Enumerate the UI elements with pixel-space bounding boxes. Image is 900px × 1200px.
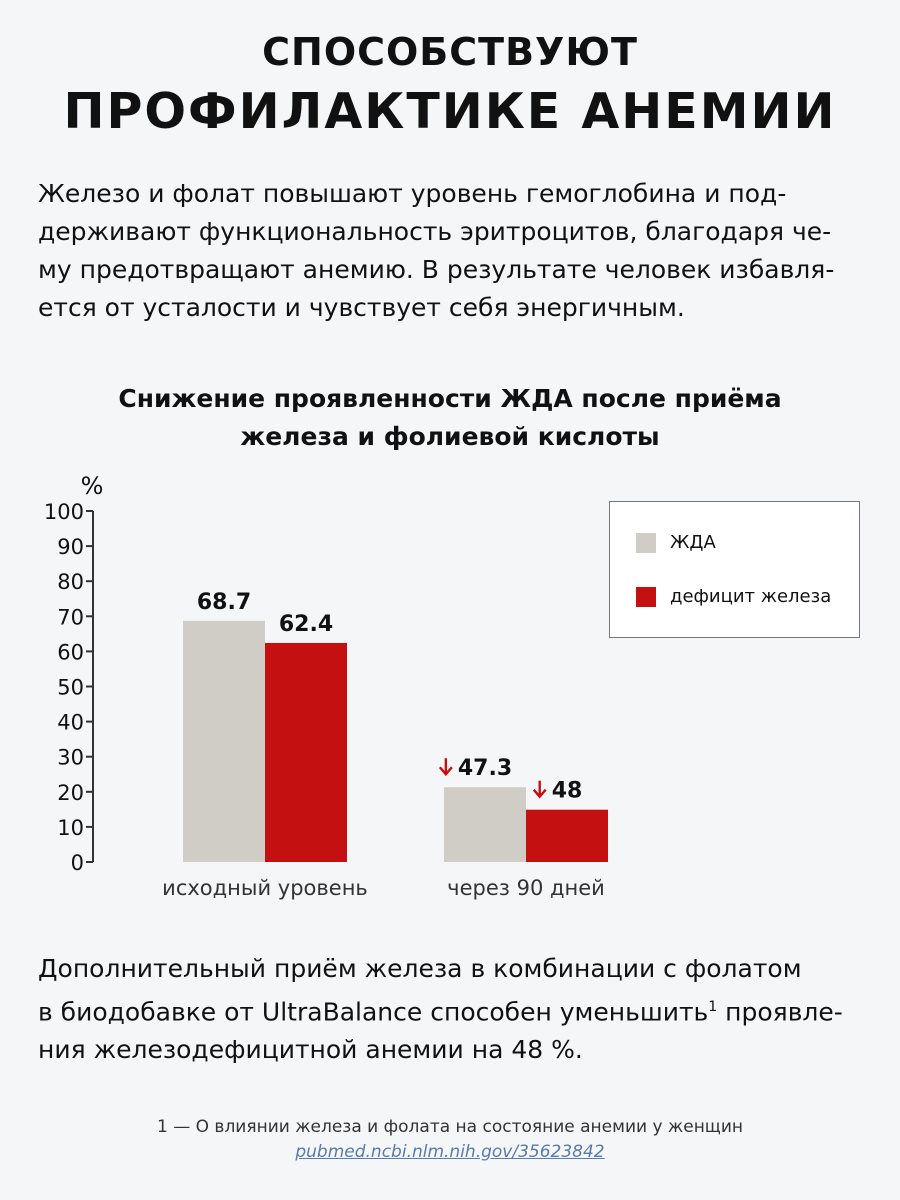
headline-line-1: СПОСОБСТВУЮТ — [262, 30, 638, 74]
outro-line: ния железодефицитной анемии на 48 %. — [38, 1035, 583, 1065]
intro-paragraph: Железо и фолат повышают уровень гемоглоб… — [38, 175, 868, 327]
bar-chart: % 0 10 20 30 40 50 60 70 80 90 100 68.7 62.4 исходный … — [44, 472, 608, 900]
legend-item-zhda: ЖДА — [636, 532, 716, 553]
bar — [526, 809, 608, 862]
y-tick-label: 100 — [44, 500, 84, 524]
bar-value-label: 62.4 — [279, 612, 333, 637]
y-tick-label: 10 — [57, 816, 84, 840]
x-category-label: через 90 дней — [447, 876, 605, 900]
footnote-ref: 1 — [708, 999, 718, 1015]
source-link[interactable]: pubmed.ncbi.nlm.nih.gov/35623842 — [295, 1142, 605, 1162]
y-axis-unit: % — [81, 472, 104, 500]
y-tick-label: 50 — [57, 676, 84, 700]
legend-label-zhda: ЖДА — [670, 532, 716, 553]
y-tick-label: 30 — [57, 746, 84, 770]
chart-title: Снижение проявленности ЖДА после приёма … — [0, 380, 900, 456]
decrease-arrow-head — [438, 766, 453, 777]
outro-line: Дополнительный приём железа в комбинации… — [38, 954, 802, 983]
footnote-text: 1 — О влиянии железа и фолата на состоян… — [157, 1117, 743, 1137]
y-tick-label: 60 — [57, 640, 84, 664]
legend-label-deficit: дефицит железа — [670, 586, 832, 607]
bar-value-label: 47.3 — [458, 756, 512, 781]
intro-line: му предотвращают анемию. В результате че… — [38, 255, 835, 284]
y-tick-label: 20 — [57, 781, 84, 805]
y-tick-label: 40 — [57, 711, 84, 735]
outro-paragraph: Дополнительный приём железа в комбинации… — [38, 950, 868, 1069]
intro-line: Железо и фолат повышают уровень гемоглоб… — [38, 179, 787, 208]
bar — [444, 787, 526, 862]
x-category-label: исходный уровень — [162, 876, 368, 900]
legend-item-deficit: дефицит железа — [636, 586, 831, 607]
outro-line-2-text: в биодобавке от UltraBalance способен ум… — [38, 997, 709, 1027]
outro-line: в биодобавке от UltraBalance способен ум… — [38, 988, 868, 1031]
y-tick-label: 90 — [57, 535, 84, 559]
intro-line: держивают функциональность эритроцитов, … — [38, 217, 832, 246]
outro-line-2-tail: проявле- — [717, 997, 843, 1027]
bar — [183, 620, 265, 862]
bar-value-label: 48 — [552, 779, 583, 804]
chart-title-line: железа и фолиевой кислоты — [240, 422, 660, 451]
y-tick-label: 80 — [57, 570, 84, 594]
legend-swatch-zhda — [636, 532, 656, 553]
decrease-arrow-head — [532, 788, 547, 799]
chart-title-line: Снижение проявленности ЖДА после приёма — [118, 384, 782, 413]
headline-line-2: ПРОФИЛАКТИКЕ АНЕМИИ — [63, 83, 837, 140]
bar — [265, 642, 347, 862]
y-tick-label: 0 — [71, 851, 84, 875]
intro-line: ется от усталости и чувствует себя энерг… — [38, 293, 685, 322]
chart-legend: ЖДА дефицит железа — [609, 501, 860, 638]
legend-swatch-deficit — [636, 586, 656, 607]
y-tick-label: 70 — [57, 605, 84, 629]
bar-value-label: 68.7 — [197, 590, 251, 615]
